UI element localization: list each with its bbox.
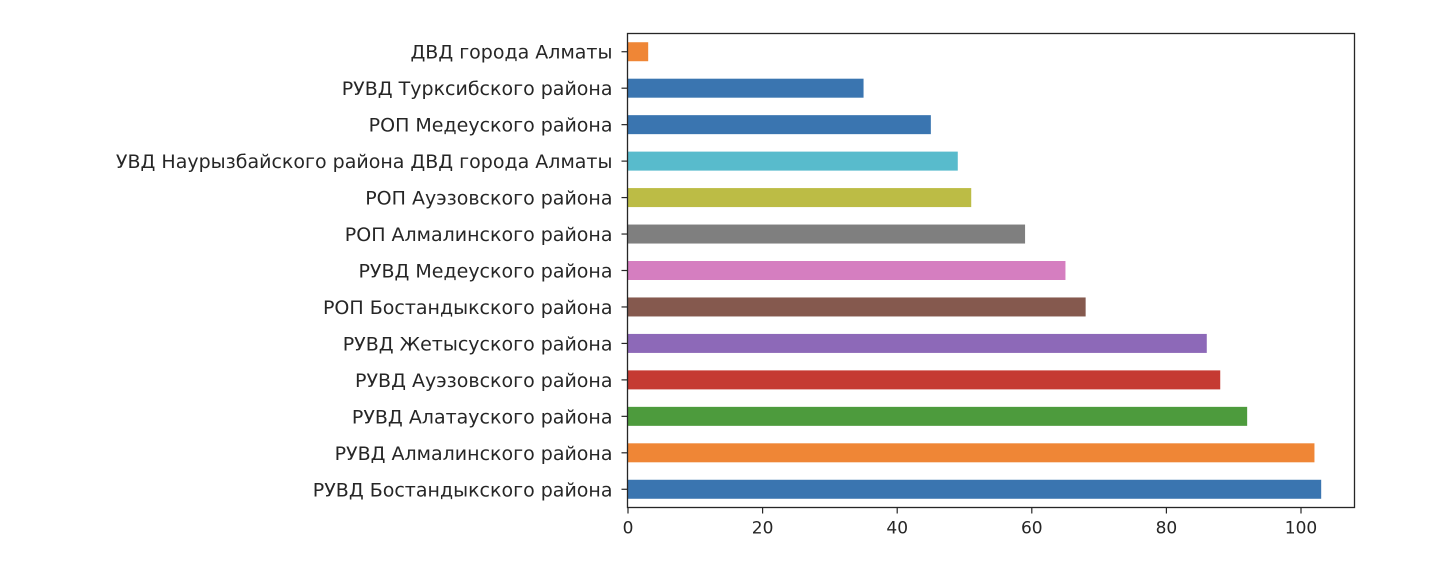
bar: [628, 151, 958, 171]
bar: [628, 406, 1248, 426]
category-labels: РУВД Бостандыкского района РУВД Алмалинск…: [116, 42, 628, 501]
category-label: РУВД Жетысуского района: [343, 333, 613, 355]
category-label: РУВД Алмалинского района: [335, 443, 613, 465]
category-label: РУВД Бостандыкского района: [313, 479, 613, 501]
x-tick-label: 60: [1021, 519, 1043, 539]
x-tick-label: 100: [1285, 519, 1317, 539]
x-tick-label: 0: [623, 519, 634, 539]
category-label: РОП Бостандыкского района: [323, 297, 613, 319]
category-label: ДВД города Алматы: [410, 42, 612, 64]
bar: [628, 297, 1086, 317]
bar: [628, 370, 1221, 390]
x-tick-label: 20: [752, 519, 774, 539]
bars-group: [628, 42, 1322, 499]
category-label: РУВД Ауэзовского района: [355, 370, 612, 392]
category-label: РОП Медеуского района: [369, 115, 613, 137]
category-label: УВД Наурызбайского района ДВД города Алм…: [116, 151, 613, 173]
bar: [628, 188, 972, 208]
category-label: РУВД Турксибского района: [342, 78, 613, 100]
bar: [628, 78, 864, 98]
x-axis-ticks: 0 20 40 60 80 100: [623, 507, 1317, 539]
category-label: РОП Ауэзовского района: [365, 188, 612, 210]
bar: [628, 479, 1322, 499]
bar: [628, 42, 649, 62]
plot-frame: [626, 32, 1356, 509]
x-tick-label: 40: [886, 519, 908, 539]
category-label: РУВД Алатауского района: [352, 406, 613, 428]
category-label: РОП Алмалинского района: [345, 224, 613, 246]
bar: [628, 224, 1026, 244]
bar: [628, 443, 1315, 463]
bar: [628, 115, 931, 135]
bar: [628, 261, 1066, 280]
bar: [628, 333, 1207, 353]
x-tick-label: 80: [1156, 519, 1178, 539]
category-label: РУВД Медеуского района: [358, 261, 612, 283]
